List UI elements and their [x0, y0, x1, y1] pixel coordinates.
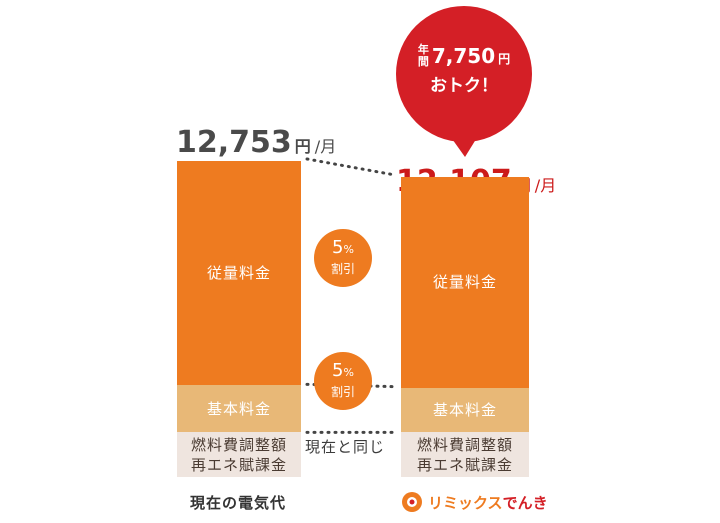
savings-amount: 7,750	[431, 44, 496, 68]
remix-fuel-adjustment-bar: 燃料費調整額 再エネ賦課金	[401, 432, 529, 477]
current-cost-caption: 現在の電気代	[190, 494, 287, 512]
savings-bubble-circle	[396, 6, 532, 142]
savings-line2: おトク！	[430, 76, 498, 96]
remix-usage-fee-label: 従量料金	[432, 273, 497, 292]
current-fuel-label-line1: 燃料費調整額	[190, 435, 287, 454]
logo-text-denki: でんき	[502, 493, 548, 512]
remix-total-per: /月	[534, 176, 557, 195]
remix-usage-fee-bar: 従量料金	[401, 176, 529, 388]
current-total-unit: 円	[294, 137, 311, 156]
connector-top-dotted-line	[305, 157, 397, 177]
current-total-number: 12,753	[176, 125, 292, 160]
remix-base-fee-label: 基本料金	[432, 401, 497, 420]
current-total-per: /月	[314, 137, 337, 156]
remix-fuel-label-line1: 燃料費調整額	[416, 435, 513, 454]
base-discount-value: 5%	[332, 360, 354, 381]
logo-text-remix: リミックス	[428, 493, 503, 512]
remix-logo-icon	[402, 492, 422, 512]
current-usage-fee-label: 従量料金	[206, 264, 271, 283]
current-total-price: 12,753 円/月	[176, 125, 336, 160]
base-discount-text: 割引	[330, 385, 355, 399]
savings-bubble-text: 年 間 7,750 円 おトク！	[404, 43, 524, 97]
usage-discount-value: 5%	[332, 237, 354, 258]
savings-unit: 円	[498, 51, 511, 66]
savings-speech-bubble	[396, 6, 532, 157]
current-base-fee-bar: 基本料金	[177, 385, 301, 433]
savings-bubble-tail	[450, 136, 478, 157]
usage-discount-text: 割引	[330, 262, 355, 276]
savings-prefix-top: 年	[417, 43, 429, 56]
current-base-fee-label: 基本料金	[206, 399, 271, 418]
savings-prefix-bottom: 間	[417, 55, 429, 68]
current-fuel-label-line2: 再エネ賦課金	[190, 455, 287, 474]
same-as-current-note: 現在と同じ	[305, 438, 386, 456]
base-discount-badge: 5% 割引	[314, 352, 372, 410]
remix-denki-logo: リミックス でんき	[400, 490, 548, 514]
remix-base-fee-bar: 基本料金	[401, 387, 529, 433]
current-usage-fee-bar: 従量料金	[177, 160, 301, 386]
current-fuel-adjustment-bar: 燃料費調整額 再エネ賦課金	[177, 432, 301, 477]
usage-discount-badge: 5% 割引	[314, 229, 372, 287]
remix-fuel-label-line2: 再エネ賦課金	[416, 455, 513, 474]
